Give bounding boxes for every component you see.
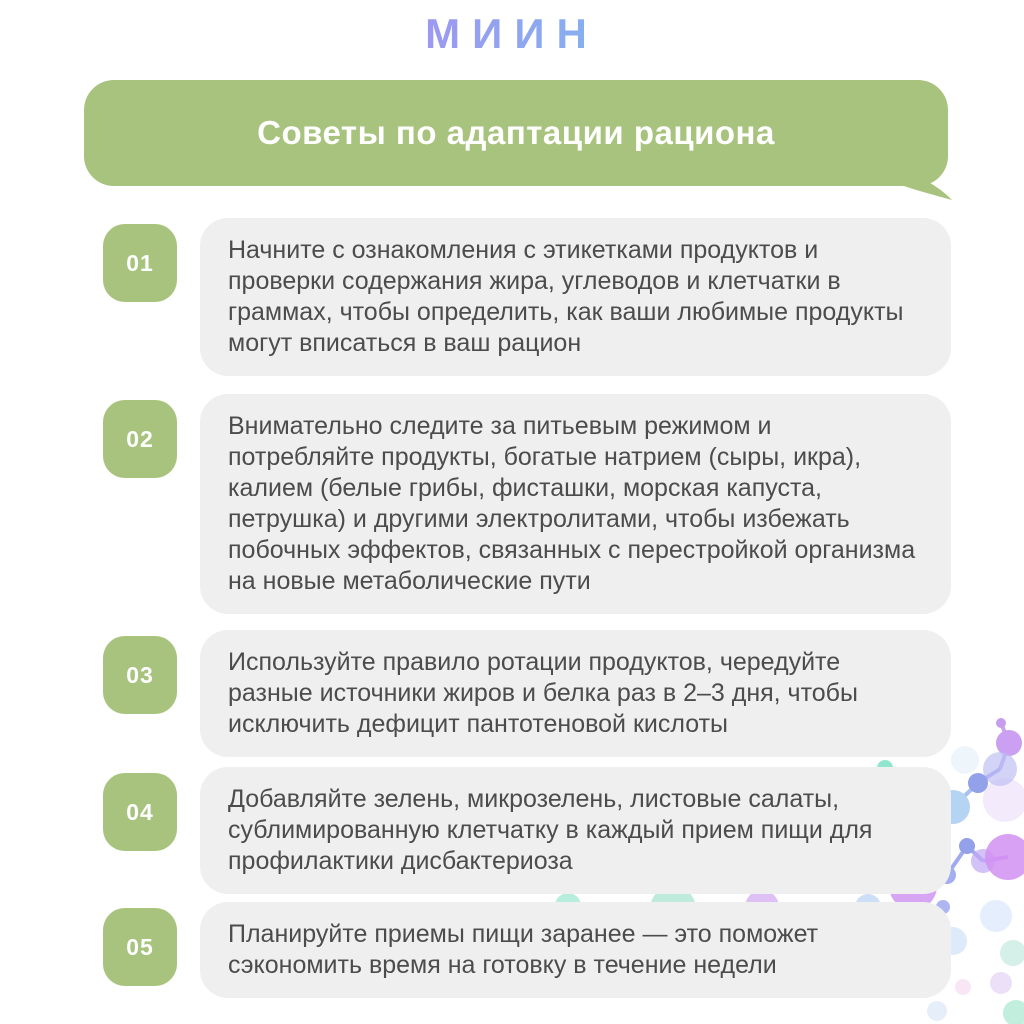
tip-number-badge: 03 bbox=[103, 636, 177, 714]
tip-number-badge: 01 bbox=[103, 224, 177, 302]
content-column: МИИН Советы по адаптации рациона 01 Начн… bbox=[0, 10, 1024, 998]
tip-card: Используйте правило ротации продуктов, ч… bbox=[200, 630, 951, 757]
tip-row-03: 03 Используйте правило ротации продуктов… bbox=[103, 630, 1024, 757]
tip-card: Добавляйте зелень, микрозелень, листовые… bbox=[200, 767, 951, 894]
tip-card: Начните с ознакомления с этикетками прод… bbox=[200, 218, 951, 376]
speech-bubble-tail-icon bbox=[862, 167, 952, 200]
tip-text: Начните с ознакомления с этикетками прод… bbox=[228, 236, 904, 357]
brand-logo: МИИН bbox=[0, 10, 1024, 58]
tip-card: Внимательно следите за питьевым режимом … bbox=[200, 394, 951, 614]
page-title: Советы по адаптации рациона bbox=[257, 114, 775, 151]
tip-card: Планируйте приемы пищи заранее — это пом… bbox=[200, 902, 951, 998]
tips-list: 01 Начните с ознакомления с этикетками п… bbox=[103, 218, 1024, 998]
tip-row-04: 04 Добавляйте зелень, микрозелень, листо… bbox=[103, 767, 1024, 894]
tip-text: Внимательно следите за питьевым режимом … bbox=[228, 412, 916, 595]
tip-row-05: 05 Планируйте приемы пищи заранее — это … bbox=[103, 902, 1024, 998]
tip-number-badge: 05 bbox=[103, 908, 177, 986]
tip-text: Планируйте приемы пищи заранее — это пом… bbox=[228, 920, 819, 979]
tip-row-02: 02 Внимательно следите за питьевым режим… bbox=[103, 394, 1024, 614]
title-speech-bubble: Советы по адаптации рациона bbox=[84, 80, 952, 200]
tip-text: Добавляйте зелень, микрозелень, листовые… bbox=[228, 785, 873, 875]
tip-text: Используйте правило ротации продуктов, ч… bbox=[228, 648, 858, 738]
tip-number-badge: 02 bbox=[103, 400, 177, 478]
tip-number-badge: 04 bbox=[103, 773, 177, 851]
tip-row-01: 01 Начните с ознакомления с этикетками п… bbox=[103, 218, 1024, 376]
